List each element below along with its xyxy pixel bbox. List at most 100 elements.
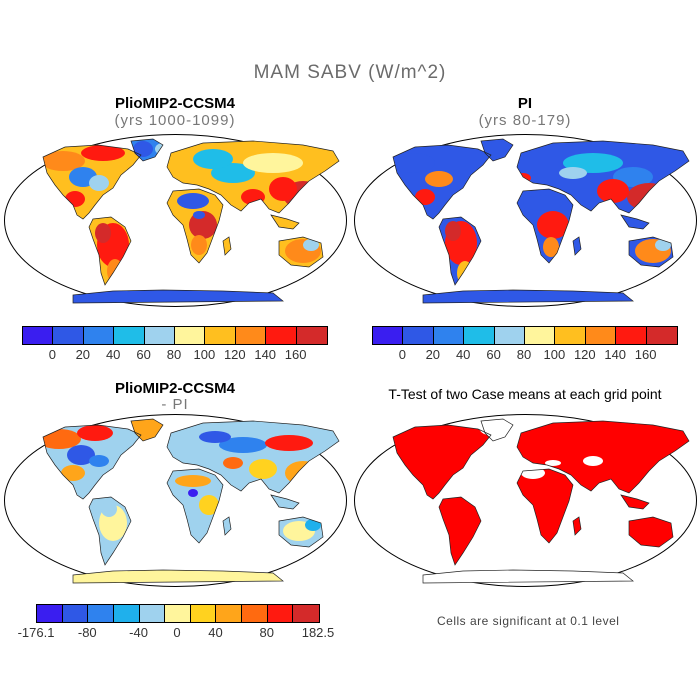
field-cell (543, 237, 559, 257)
field-cell (583, 456, 603, 466)
field-cell (445, 221, 461, 241)
field-cell (188, 489, 198, 497)
field-cell (193, 149, 233, 169)
colorbar-swatch (494, 327, 525, 344)
coastline-namerica (392, 424, 492, 500)
panel1-title: PlioMIP2-CCSM4 (114, 95, 235, 112)
colorbar-swatch (114, 327, 145, 344)
panel2-subtitle: (yrs 80-179) (478, 112, 572, 129)
field-cell (265, 435, 313, 451)
coastline-seasia (620, 214, 650, 230)
coastline-samerica (88, 496, 132, 566)
field-cell (95, 223, 111, 243)
field-cell (101, 501, 117, 517)
colorbar-tick-label: 20 (425, 347, 441, 362)
field-cell (249, 459, 277, 479)
map-ttest-significance (354, 414, 697, 587)
coastline-greenland (480, 138, 514, 162)
field-cell (545, 460, 561, 466)
land-greenland (481, 139, 513, 161)
colorbar-swatch (83, 327, 115, 344)
coastline-samerica (88, 216, 132, 286)
land-samerica (439, 497, 481, 565)
colorbar-tick-label: -176.1 (17, 625, 55, 640)
coastline-samerica (438, 496, 482, 566)
colorbar-pliomip2 (22, 326, 328, 345)
land-namerica (393, 425, 491, 499)
panel3-subtitle: - PI (161, 396, 189, 413)
colorbar-pi (372, 326, 678, 345)
field-cell (67, 445, 95, 465)
land-antarctica (423, 570, 633, 583)
coastline-antarctica (72, 289, 284, 304)
land-madagascar (223, 517, 231, 535)
coastline-greenland (480, 418, 514, 442)
colorbar-tick-label: 0 (173, 625, 181, 640)
coastline-antarctica (422, 289, 634, 304)
colorbar-swatch (216, 605, 242, 622)
field-cell (269, 177, 297, 201)
field-cell (133, 141, 153, 157)
colorbar-swatch (267, 605, 294, 622)
coastline-madagascar (572, 516, 582, 536)
colorbar-swatch (585, 327, 617, 344)
colorbar-swatch (144, 327, 175, 344)
colorbar-swatch (646, 327, 677, 344)
land-madagascar (573, 237, 581, 255)
field-cell (175, 475, 211, 487)
colorbar-swatch (139, 605, 166, 622)
colorbar-tick-label: 0 (48, 347, 57, 362)
colorbar-swatch (235, 327, 267, 344)
colorbar-swatch (113, 605, 140, 622)
colorbar-swatch (293, 605, 319, 622)
field-cell (199, 431, 231, 443)
coastline-greenland (130, 138, 164, 162)
land-eurasia (517, 141, 689, 213)
field-cell (89, 175, 109, 191)
field-cell (597, 179, 629, 203)
coastline-madagascar (222, 516, 232, 536)
colorbar-tick-label: 140 (254, 347, 277, 362)
colorbar-tick-label: 100 (543, 347, 566, 362)
coastline-eurasia (166, 420, 340, 494)
coastline-australia (628, 236, 674, 268)
map-pi (354, 134, 697, 307)
colorbar-swatch (37, 605, 63, 622)
colorbar-tick-label: 80 (259, 625, 274, 640)
colorbar-swatch (266, 327, 297, 344)
coastline-africa (516, 188, 574, 264)
field-cell (425, 171, 453, 187)
colorbar-pi-ticks: 0 20 40 60 80 100 120 140 160 (372, 347, 676, 363)
field-cell (537, 211, 569, 239)
coastline-namerica (42, 144, 142, 220)
colorbar-tick-label: 60 (136, 347, 151, 362)
field-cell (415, 189, 435, 205)
colorbar-swatch (53, 327, 84, 344)
coastline-australia (278, 236, 324, 268)
colorbar-swatch (23, 327, 54, 344)
coastline-australia (628, 516, 674, 548)
field-cell (77, 425, 113, 441)
panel1-subtitle: (yrs 1000-1099) (114, 112, 236, 129)
coastline-seasia (620, 494, 650, 510)
colorbar-tick-label: 60 (486, 347, 501, 362)
coastline-eurasia (166, 140, 340, 214)
colorbar-pliomip2-ticks: 0 20 40 60 80 100 120 140 160 (22, 347, 326, 363)
colorbar-difference (36, 604, 320, 623)
colorbar-tick-label: 40 (105, 347, 121, 362)
land-australia (629, 517, 673, 547)
coastline-antarctica (422, 569, 634, 584)
colorbar-swatch (464, 327, 495, 344)
colorbar-swatch (174, 327, 206, 344)
colorbar-swatch (555, 327, 586, 344)
field-cell (303, 239, 319, 251)
colorbar-tick-label: 140 (604, 347, 627, 362)
colorbar-swatch (524, 327, 556, 344)
colorbar-swatch (242, 605, 268, 622)
field-cell (177, 193, 209, 209)
field-cell (61, 465, 85, 481)
colorbar-swatch (62, 605, 89, 622)
coastline-madagascar (572, 236, 582, 256)
field-cell (81, 145, 125, 161)
colorbar-tick-label: 182.5 (301, 625, 335, 640)
